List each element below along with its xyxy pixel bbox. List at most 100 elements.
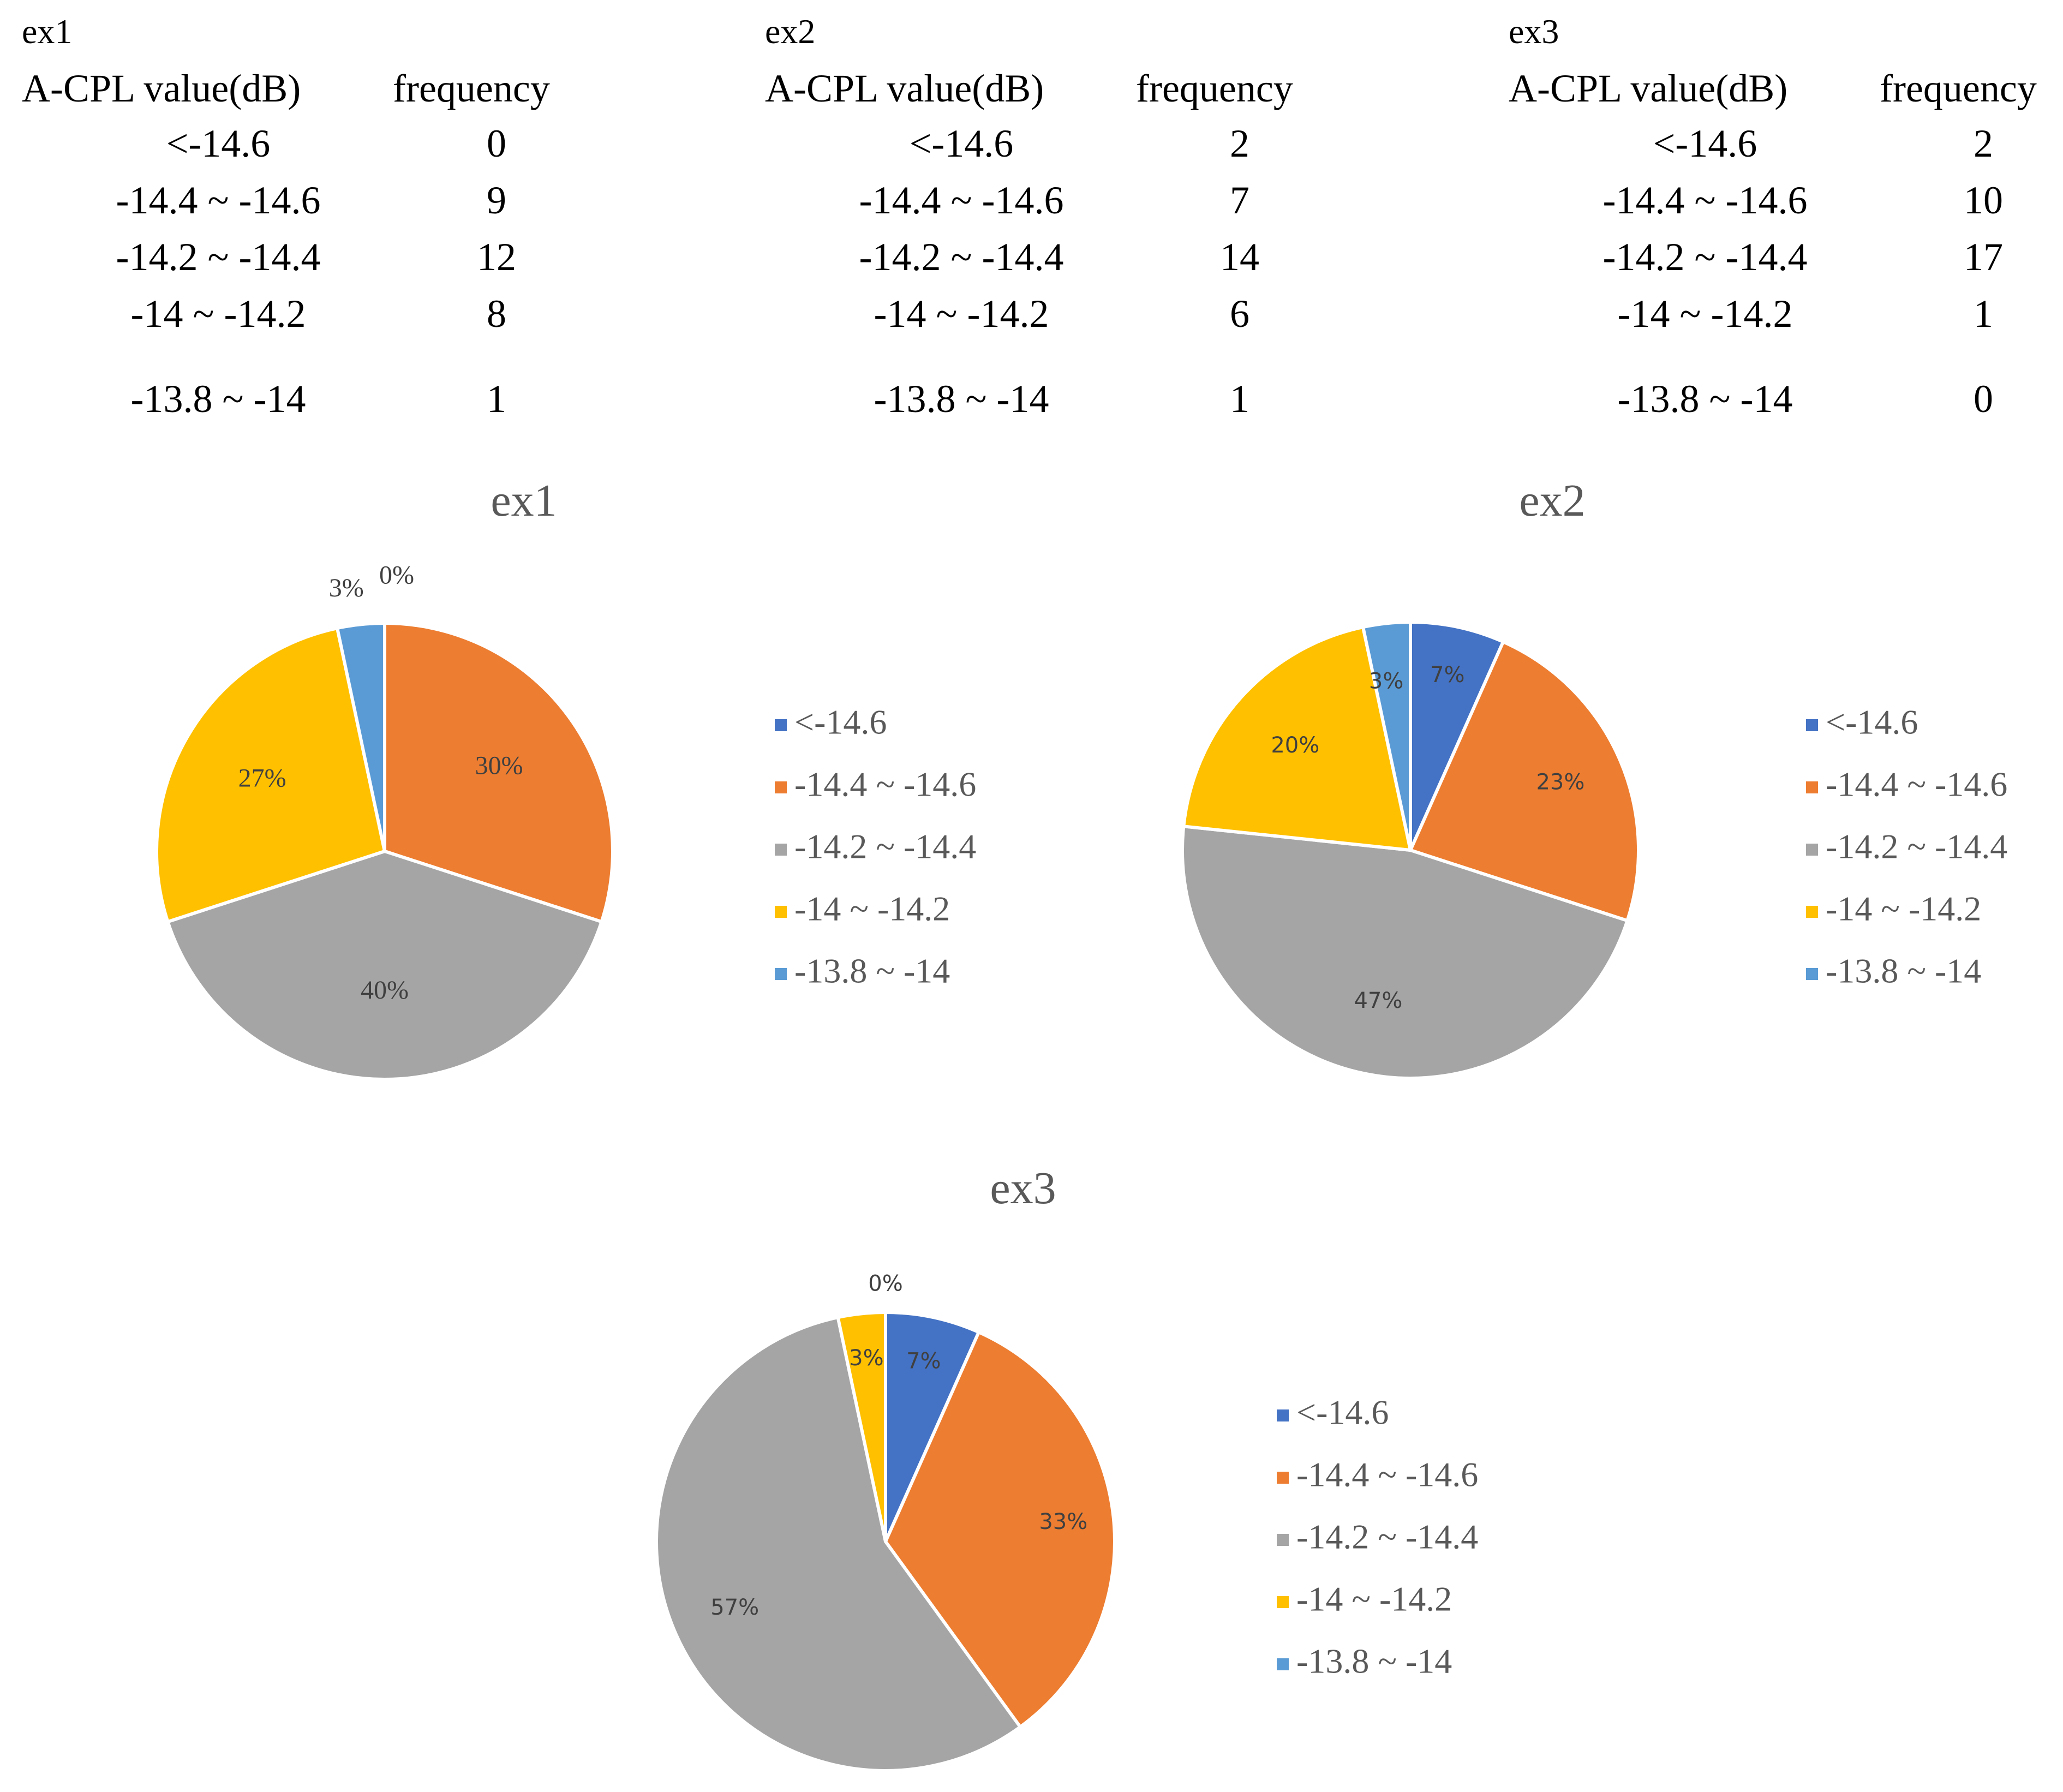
slice-data-label: 0% bbox=[868, 1271, 902, 1297]
column-header-range: A-CPL value(dB) bbox=[22, 67, 301, 110]
range-cell: -14 ~ -14.2 bbox=[1617, 292, 1793, 336]
range-cell: -14.4 ~ -14.6 bbox=[116, 178, 321, 222]
frequency-cell: 1 bbox=[487, 377, 506, 421]
column-header-range: A-CPL value(dB) bbox=[765, 67, 1044, 110]
chart-title: ex3 bbox=[990, 1163, 1056, 1214]
pie-slice bbox=[155, 626, 386, 924]
table-row: <-14.6 2 bbox=[1509, 119, 2054, 168]
table-row: -14.2 ~ -14.4 14 bbox=[765, 232, 1311, 282]
slice-data-label: 0% bbox=[379, 560, 414, 589]
table-row: -14.4 ~ -14.6 9 bbox=[22, 176, 567, 225]
table-row: <-14.6 0 bbox=[22, 119, 567, 168]
legend-swatch bbox=[1806, 781, 1818, 793]
range-cell: -13.8 ~ -14 bbox=[874, 377, 1049, 421]
legend-label: -14.2 ~ -14.4 bbox=[1296, 1518, 1478, 1556]
frequency-cell: 2 bbox=[1974, 122, 1993, 165]
legend-label: -13.8 ~ -14 bbox=[1296, 1642, 1452, 1681]
table-row: -14.2 ~ -14.4 12 bbox=[22, 232, 567, 282]
legend-label: -14.4 ~ -14.6 bbox=[1296, 1455, 1478, 1494]
legend-swatch bbox=[1806, 906, 1818, 918]
legend-swatch bbox=[1277, 1596, 1289, 1608]
pie-slice bbox=[336, 622, 386, 853]
chart-title: ex1 bbox=[491, 475, 557, 526]
pie-slice bbox=[1181, 825, 1629, 1080]
legend-swatch bbox=[775, 719, 787, 731]
frequency-cell: 10 bbox=[1964, 178, 2003, 222]
slice-data-label: 23% bbox=[1536, 770, 1584, 795]
range-cell: -13.8 ~ -14 bbox=[130, 377, 306, 421]
chart-title: ex2 bbox=[1519, 475, 1585, 526]
legend-swatch bbox=[1277, 1472, 1289, 1484]
table-ex1: ex1 A-CPL value(dB) frequency <-14.6 0 -… bbox=[22, 0, 567, 431]
column-header-frequency: frequency bbox=[1880, 67, 2037, 110]
table-title: ex1 bbox=[22, 12, 73, 51]
range-cell: -13.8 ~ -14 bbox=[1617, 377, 1793, 421]
slice-data-label: 40% bbox=[361, 976, 409, 1005]
table-ex3: ex3 A-CPL value(dB) frequency <-14.6 2 -… bbox=[1509, 0, 2054, 431]
slice-data-label: 7% bbox=[906, 1348, 941, 1373]
frequency-cell: 0 bbox=[487, 122, 506, 165]
legend-swatch bbox=[775, 906, 787, 918]
legend-label: -14.4 ~ -14.6 bbox=[794, 765, 976, 804]
table-title: ex3 bbox=[1509, 12, 1559, 51]
legend-label: <-14.6 bbox=[1296, 1393, 1389, 1432]
pie-slice bbox=[884, 1330, 1116, 1729]
slice-data-label: 20% bbox=[1271, 733, 1319, 758]
range-cell: <-14.6 bbox=[909, 122, 1014, 165]
legend-swatch bbox=[775, 968, 787, 980]
slice-data-label: 27% bbox=[238, 763, 286, 792]
frequency-cell: 2 bbox=[1230, 122, 1249, 165]
pie-chart-ex3: ex3 7% 33% 57% 3% 0% <-14.6 -14.4 ~ -14.6 -14.2 … bbox=[655, 1163, 1478, 1772]
legend-label: -14 ~ -14.2 bbox=[794, 889, 950, 928]
range-cell: -14.2 ~ -14.4 bbox=[116, 235, 321, 279]
table-row: -13.8 ~ -14 1 bbox=[22, 374, 567, 423]
column-header-frequency: frequency bbox=[1136, 67, 1293, 110]
table-row: -14 ~ -14.2 1 bbox=[1509, 289, 2054, 338]
range-cell: -14 ~ -14.2 bbox=[874, 292, 1049, 336]
range-cell: <-14.6 bbox=[1653, 122, 1757, 165]
pie-slice bbox=[1409, 620, 1505, 852]
table-row: -14 ~ -14.2 6 bbox=[765, 289, 1311, 338]
pie-slice bbox=[383, 622, 614, 924]
pie-slice bbox=[884, 1311, 980, 1543]
slice-data-label: 33% bbox=[1039, 1509, 1087, 1534]
range-cell: -14.4 ~ -14.6 bbox=[1602, 178, 1808, 222]
legend-swatch bbox=[1277, 1534, 1289, 1546]
table-title: ex2 bbox=[765, 12, 816, 51]
table-row: -13.8 ~ -14 0 bbox=[1509, 374, 2054, 423]
legend-swatch bbox=[775, 844, 787, 856]
legend-swatch bbox=[1277, 1658, 1289, 1670]
table-ex2: ex2 A-CPL value(dB) frequency <-14.6 2 -… bbox=[765, 0, 1311, 431]
frequency-cell: 1 bbox=[1974, 292, 1993, 336]
frequency-cell: 14 bbox=[1220, 235, 1259, 279]
slice-data-label: 47% bbox=[1354, 988, 1402, 1013]
table-row: -14.4 ~ -14.6 7 bbox=[765, 176, 1311, 225]
pie-slice bbox=[1409, 640, 1640, 923]
legend-label: -14.2 ~ -14.4 bbox=[794, 827, 976, 866]
legend-label: <-14.6 bbox=[1826, 703, 1918, 742]
frequency-cell: 6 bbox=[1230, 292, 1249, 336]
table-row: -14.4 ~ -14.6 10 bbox=[1509, 176, 2054, 225]
legend-swatch bbox=[1806, 719, 1818, 731]
legend-label: -13.8 ~ -14 bbox=[794, 952, 950, 990]
slice-data-label: 30% bbox=[475, 751, 523, 780]
slice-data-label: 7% bbox=[1430, 662, 1464, 688]
table-row: <-14.6 2 bbox=[765, 119, 1311, 168]
table-row: -13.8 ~ -14 1 bbox=[765, 374, 1311, 423]
table-row: -14 ~ -14.2 8 bbox=[22, 289, 567, 338]
column-header-frequency: frequency bbox=[393, 67, 550, 110]
slice-data-label: 3% bbox=[1369, 668, 1403, 694]
range-cell: -14.2 ~ -14.4 bbox=[859, 235, 1064, 279]
legend-swatch bbox=[1277, 1409, 1289, 1421]
slice-data-label: 57% bbox=[710, 1595, 759, 1620]
slice-data-label: 3% bbox=[849, 1346, 883, 1371]
frequency-cell: 8 bbox=[487, 292, 506, 336]
column-header-range: A-CPL value(dB) bbox=[1509, 67, 1788, 110]
range-cell: <-14.6 bbox=[166, 122, 271, 165]
pie-slice bbox=[836, 1311, 887, 1543]
pie-slice bbox=[1182, 625, 1412, 852]
range-cell: -14 ~ -14.2 bbox=[130, 292, 306, 336]
frequency-cell: 0 bbox=[1974, 377, 1993, 421]
legend-label: -14.4 ~ -14.6 bbox=[1826, 765, 2007, 804]
range-cell: -14.2 ~ -14.4 bbox=[1602, 235, 1808, 279]
